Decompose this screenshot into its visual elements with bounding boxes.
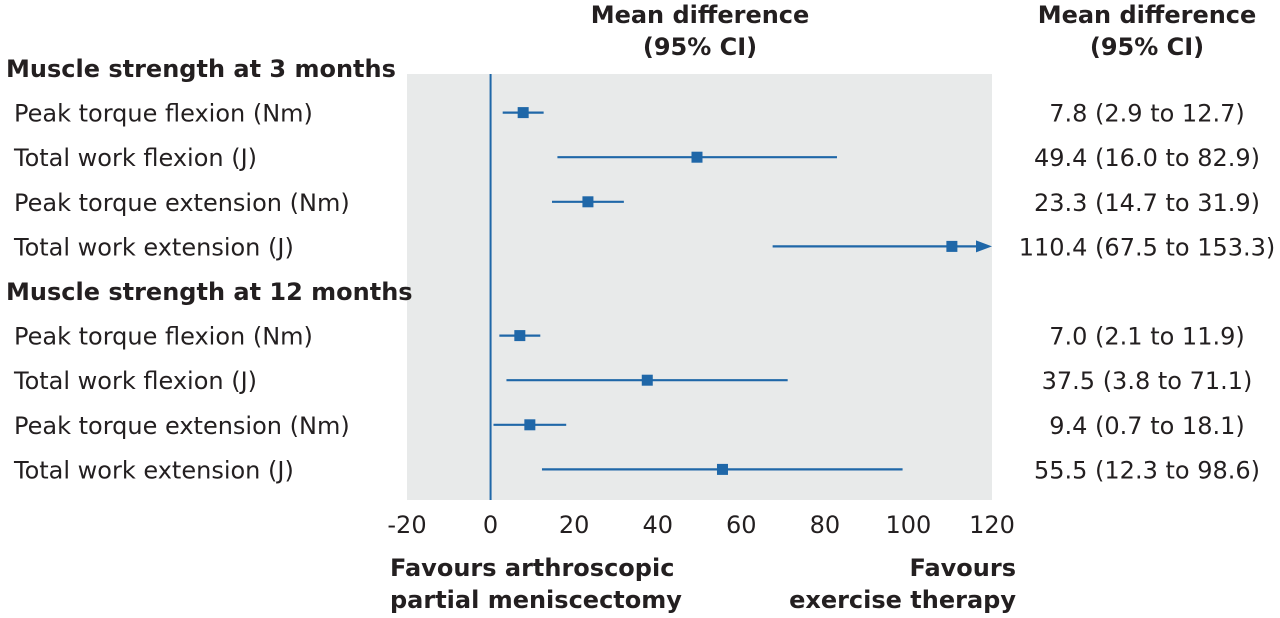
x-axis-ticks: -20 0 20 40 60 80 100 120 (387, 511, 1015, 539)
ci-value: 7.0 (2.1 to 11.9) (1049, 323, 1244, 351)
ci-value: 55.5 (12.3 to 98.6) (1034, 456, 1260, 484)
ci-column-header: Mean difference (95% CI) (1038, 1, 1257, 61)
plot-header-line-2: (95% CI) (643, 33, 757, 61)
point-estimate (514, 330, 526, 342)
x-tick-label: 0 (483, 511, 498, 539)
row-label: Peak torque extension (Nm) (14, 189, 350, 217)
row-label: Total work extension (J) (13, 456, 294, 484)
ci-value: 110.4 (67.5 to 153.3) (1019, 233, 1276, 261)
favours-left-line-1: Favours arthroscopic (390, 554, 674, 582)
ci-value: 49.4 (16.0 to 82.9) (1034, 144, 1260, 172)
row-label: Total work flexion (J) (13, 144, 257, 172)
group-label: Muscle strength at 12 months (6, 278, 413, 306)
group-label: Muscle strength at 3 months (6, 55, 396, 83)
x-tick-label: 40 (642, 511, 673, 539)
point-estimate (946, 240, 958, 252)
favours-right-line-1: Favours (909, 554, 1016, 582)
row-label: Peak torque flexion (Nm) (14, 100, 313, 128)
row-label: Total work flexion (J) (13, 367, 257, 395)
row-label: Peak torque extension (Nm) (14, 412, 350, 440)
point-estimate (517, 107, 529, 119)
x-tick-label: 80 (810, 511, 841, 539)
point-estimate (524, 419, 536, 431)
point-estimate (582, 196, 594, 208)
row-label: Peak torque flexion (Nm) (14, 323, 313, 351)
plot-panel (407, 74, 992, 500)
x-tick-label: 100 (886, 511, 932, 539)
ci-value: 7.8 (2.9 to 12.7) (1049, 100, 1244, 128)
x-tick-label: 60 (726, 511, 757, 539)
ci-header-line-2: (95% CI) (1090, 33, 1204, 61)
point-estimate (716, 463, 728, 475)
x-tick-label: 20 (559, 511, 590, 539)
x-tick-label: -20 (387, 511, 426, 539)
favours-right-line-2: exercise therapy (789, 586, 1016, 614)
ci-value: 37.5 (3.8 to 71.1) (1042, 367, 1253, 395)
ci-header-line-1: Mean difference (1038, 1, 1257, 29)
ci-arrow (976, 240, 992, 253)
favours-left-line-2: partial meniscectomy (390, 586, 682, 614)
plot-header-line-1: Mean difference (591, 1, 810, 29)
point-estimate (691, 151, 703, 163)
row-label: Total work extension (J) (13, 233, 294, 261)
plot-header: Mean difference (95% CI) (591, 1, 810, 61)
forest-rows: Muscle strength at 3 months Peak torque f… (6, 55, 1275, 484)
favours-labels: Favours arthroscopic partial meniscectom… (390, 554, 1016, 614)
x-tick-label: 120 (969, 511, 1015, 539)
ci-value: 23.3 (14.7 to 31.9) (1034, 189, 1260, 217)
ci-value: 9.4 (0.7 to 18.1) (1049, 412, 1244, 440)
point-estimate (641, 374, 653, 386)
